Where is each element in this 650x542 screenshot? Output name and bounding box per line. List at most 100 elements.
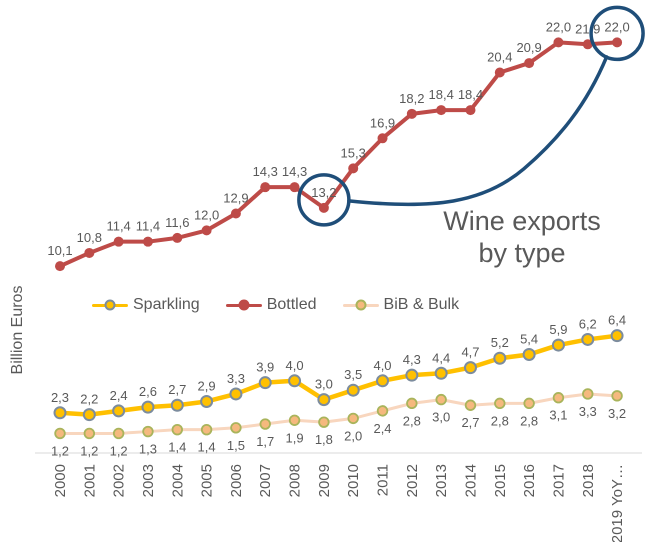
- data-label-bottled: 18,2: [399, 91, 424, 106]
- data-label-bib-bulk: 2,8: [520, 413, 538, 428]
- data-point-bottled: [318, 202, 329, 213]
- data-label-sparkling: 6,2: [579, 316, 597, 331]
- x-tick-label: 2003: [140, 464, 157, 497]
- data-point-bib-bulk: [406, 397, 418, 410]
- data-label-bottled: 18,4: [458, 87, 483, 102]
- data-point-bottled: [201, 225, 212, 236]
- bottled-line-marker-icon: [225, 299, 262, 311]
- data-point-bib-bulk: [582, 388, 594, 400]
- data-point-bib-bulk: [200, 423, 213, 436]
- data-point-bib-bulk: [552, 392, 565, 404]
- x-tick-label: 2001: [81, 464, 98, 497]
- x-tick-label: 2008: [287, 464, 304, 497]
- data-point-bottled: [494, 67, 505, 78]
- x-tick-label: 2015: [492, 464, 509, 497]
- data-label-bib-bulk: 1,2: [110, 443, 128, 458]
- x-tick-label: 2017: [550, 464, 567, 497]
- data-label-bib-bulk: 1,8: [315, 432, 333, 447]
- data-point-bib-bulk: [494, 397, 506, 410]
- data-point-bib-bulk: [318, 416, 330, 428]
- data-point-sparkling: [346, 383, 360, 397]
- data-point-sparkling: [229, 387, 243, 401]
- data-point-bottled: [84, 247, 95, 258]
- x-tick-label: 2019 YoY…: [609, 464, 626, 542]
- data-label-bottled: 14,3: [253, 164, 278, 179]
- data-label-bib-bulk: 1,9: [286, 430, 304, 445]
- data-point-bottled: [172, 232, 183, 243]
- data-label-sparkling: 5,4: [520, 331, 538, 346]
- data-point-bib-bulk: [142, 425, 154, 438]
- data-label-sparkling: 4,7: [461, 345, 479, 360]
- data-point-sparkling: [82, 408, 96, 422]
- x-tick-label: 2007: [257, 464, 274, 497]
- sparkling-line-marker-icon: [92, 299, 128, 311]
- data-point-bottled: [436, 105, 447, 116]
- annotation-circle-peak: [589, 5, 645, 62]
- data-label-sparkling: 2,2: [80, 392, 98, 407]
- data-label-sparkling: 3,3: [227, 371, 245, 386]
- data-point-bib-bulk: [347, 412, 359, 425]
- x-tick-label: 2010: [345, 464, 362, 497]
- data-point-bib-bulk: [112, 427, 125, 440]
- data-label-sparkling: 3,5: [344, 367, 362, 382]
- data-point-sparkling: [581, 332, 595, 346]
- data-point-bottled: [377, 133, 388, 144]
- data-label-sparkling: 2,9: [198, 378, 216, 393]
- data-label-bib-bulk: 3,0: [432, 410, 450, 425]
- data-label-bottled: 14,3: [282, 164, 307, 179]
- data-point-sparkling: [463, 361, 477, 375]
- x-tick-label: 2013: [433, 464, 450, 497]
- x-tick-label: 2009: [316, 464, 333, 497]
- data-point-bib-bulk: [54, 427, 66, 440]
- legend-label-bib-bulk: BiB & Bulk: [383, 296, 460, 313]
- data-point-bottled: [582, 39, 593, 50]
- data-label-sparkling: 2,3: [51, 390, 69, 405]
- legend-item-bottled: Bottled: [225, 296, 317, 314]
- data-point-sparkling: [288, 374, 302, 388]
- data-label-sparkling: 4,0: [286, 358, 304, 373]
- x-tick-label: 2012: [404, 464, 421, 497]
- data-point-sparkling: [170, 398, 184, 412]
- data-label-bottled: 22,0: [604, 19, 629, 34]
- data-point-sparkling: [317, 393, 331, 407]
- data-point-bib-bulk: [464, 399, 477, 411]
- x-tick-label: 2004: [169, 464, 186, 497]
- data-label-bib-bulk: 3,3: [579, 404, 597, 419]
- data-label-sparkling: 4,0: [373, 358, 391, 373]
- data-label-bib-bulk: 2,8: [491, 413, 509, 428]
- data-label-bib-bulk: 3,2: [608, 406, 626, 421]
- data-label-bottled: 21,9: [575, 21, 600, 36]
- data-point-bottled: [348, 163, 359, 174]
- x-tick-label: 2018: [580, 464, 597, 497]
- annotation-connector-curve: [347, 55, 609, 207]
- data-point-sparkling: [434, 366, 448, 380]
- data-label-bib-bulk: 2,0: [344, 428, 362, 443]
- data-label-bottled: 18,4: [429, 87, 454, 102]
- data-point-sparkling: [551, 338, 565, 352]
- data-label-bottled: 10,1: [47, 243, 72, 258]
- data-point-bib-bulk: [259, 418, 271, 430]
- data-point-sparkling: [493, 351, 507, 365]
- x-tick-label: 2002: [111, 464, 128, 497]
- data-point-bottled: [289, 182, 300, 193]
- legend-label-bottled: Bottled: [266, 296, 317, 313]
- bib-bulk-line-marker-icon: [342, 299, 379, 311]
- data-label-bottled: 15,3: [341, 145, 366, 160]
- data-point-sparkling: [258, 376, 272, 390]
- data-point-bottled: [524, 58, 535, 69]
- data-point-bib-bulk: [611, 390, 623, 402]
- data-label-sparkling: 5,2: [491, 335, 509, 350]
- data-point-bottled: [260, 182, 271, 193]
- data-point-bib-bulk: [435, 393, 447, 406]
- data-label-bottled: 13,2: [311, 185, 336, 200]
- x-tick-label: 2000: [52, 464, 69, 497]
- data-label-bib-bulk: 1,3: [139, 442, 157, 457]
- x-tick-label: 2005: [199, 464, 216, 497]
- data-point-bib-bulk: [376, 405, 389, 417]
- x-tick-label: 2011: [375, 464, 392, 496]
- data-label-bottled: 20,4: [487, 49, 512, 64]
- chart-title: Wine exports by type: [443, 206, 601, 268]
- data-label-bottled: 20,9: [516, 40, 541, 55]
- data-label-bib-bulk: 1,2: [51, 443, 69, 458]
